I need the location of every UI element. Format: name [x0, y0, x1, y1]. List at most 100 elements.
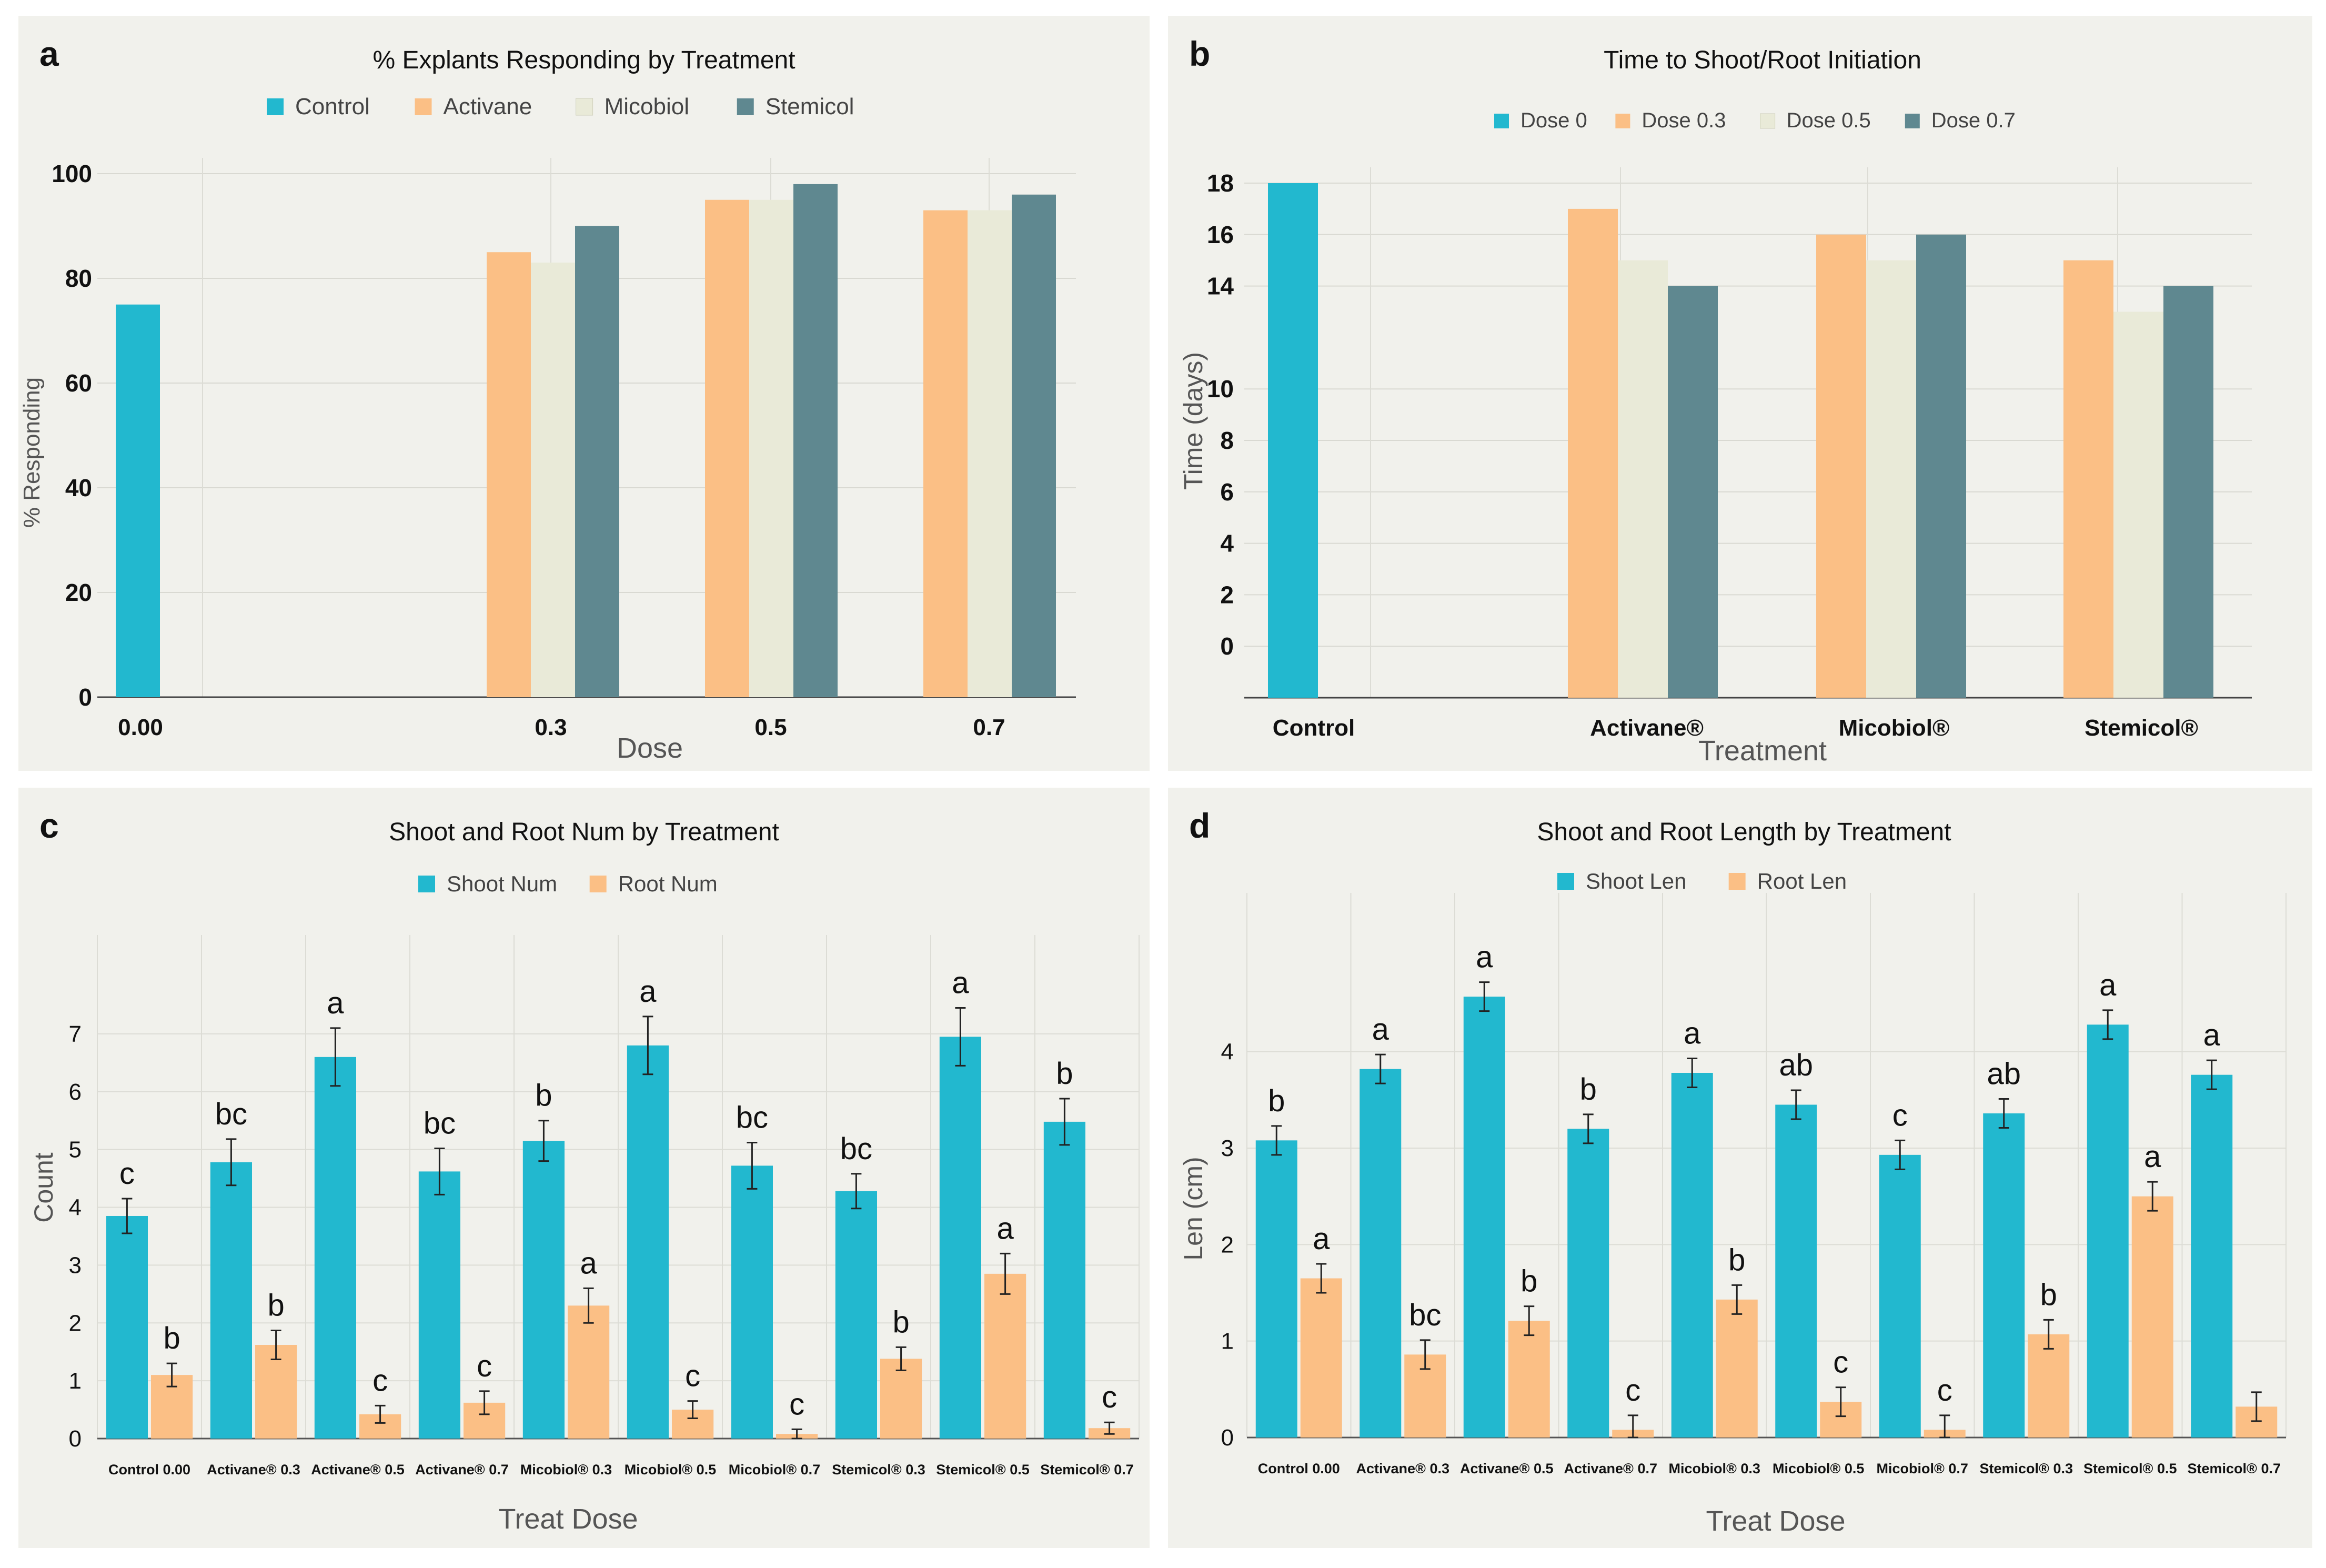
significance-letter: b [2040, 1278, 2057, 1312]
bar-micobiol-1 [531, 263, 575, 697]
x-tick-label: Micobiol® 0.7 [729, 1462, 820, 1477]
significance-letter: ab [1987, 1057, 2021, 1091]
legend-label-0: Control [295, 94, 370, 119]
significance-letter: c [119, 1157, 135, 1191]
y-tick-label: 4 [69, 1195, 82, 1221]
bar-dose-0-7-1 [1668, 286, 1718, 698]
x-tick-label: 0.00 [118, 715, 163, 740]
bar-dose-0-3-1 [1568, 208, 1618, 698]
chart-b-svg: b Time to Shoot/Root Initiation Dose 0 Dose… [1179, 34, 2252, 767]
y-tick-label: 0 [69, 1426, 82, 1452]
significance-letter: bc [424, 1106, 456, 1140]
significance-letter: b [1521, 1264, 1537, 1299]
y-tick-label: 6 [69, 1079, 82, 1105]
x-tick-label: Control 0.00 [108, 1462, 190, 1477]
legend-swatch-2 [576, 98, 593, 116]
y-axis-label: Time (days) [1179, 352, 1208, 490]
significance-letter: b [1056, 1057, 1073, 1091]
y-tick-label: 10 [1207, 375, 1234, 403]
bar-control-0 [116, 304, 160, 697]
x-tick-label: Activane® 0.5 [311, 1462, 404, 1477]
legend-label-1: Root Len [1757, 869, 1847, 893]
y-tick-label: 100 [52, 160, 92, 187]
x-axis-label: Treatment [1698, 735, 1827, 767]
significance-letter: b [1728, 1243, 1745, 1277]
y-tick-label: 0 [1220, 632, 1234, 660]
y-tick-label: 1 [69, 1368, 82, 1394]
bar-shoot-len-8 [2087, 1024, 2129, 1438]
legend-swatch-0 [1494, 114, 1509, 128]
significance-letter: c [1625, 1373, 1640, 1408]
chart-a-svg: a % Explants Responding by TreatmentContr… [19, 34, 1076, 764]
bar-dose-0-5-3 [2113, 311, 2163, 698]
significance-letter: b [163, 1321, 180, 1355]
bar-dose-0-0 [1268, 183, 1318, 698]
y-tick-label: 14 [1207, 273, 1234, 300]
x-tick-label: Micobiol® [1839, 715, 1950, 741]
significance-letter: a [2203, 1018, 2221, 1052]
bar-stemicol-2 [793, 184, 838, 697]
significance-letter: c [477, 1349, 492, 1383]
significance-letter: a [1476, 940, 1493, 974]
y-tick-label: 18 [1207, 169, 1234, 197]
y-tick-label: 3 [69, 1252, 82, 1278]
significance-letter: ab [1779, 1048, 1813, 1082]
x-tick-label: 0.5 [754, 715, 787, 740]
x-tick-label: Micobiol® 0.7 [1877, 1461, 1968, 1476]
y-tick-label: 0 [1221, 1425, 1234, 1451]
significance-letter: a [952, 966, 969, 1000]
bar-shoot-len-6 [1879, 1154, 1921, 1438]
significance-letter: b [535, 1079, 552, 1113]
x-tick-label: Activane® 0.7 [1564, 1461, 1657, 1476]
bar-shoot-num-2 [314, 1057, 356, 1439]
bar-shoot-len-2 [1463, 997, 1505, 1438]
y-axis-label: Len (cm) [1179, 1157, 1208, 1260]
significance-letter: b [892, 1305, 909, 1339]
significance-letter: c [1833, 1345, 1848, 1380]
chart-title: Shoot and Root Num by Treatment [389, 818, 779, 846]
y-tick-label: 0 [78, 684, 92, 711]
bar-root-num-1 [255, 1345, 297, 1439]
bar-shoot-len-9 [2191, 1074, 2233, 1438]
panel-letter: d [1189, 806, 1210, 845]
bar-root-len-4 [1716, 1299, 1758, 1438]
x-tick-label: Stemicol® 0.5 [2083, 1461, 2177, 1476]
bar-dose-0-5-1 [1618, 260, 1668, 698]
bar-shoot-num-6 [731, 1165, 773, 1439]
significance-letter: a [1313, 1222, 1330, 1256]
bar-activane-2 [705, 199, 749, 697]
x-axis-label: Treat Dose [1706, 1505, 1845, 1537]
significance-letter: a [1372, 1012, 1389, 1047]
significance-letter: c [685, 1359, 700, 1393]
y-tick-label: 80 [65, 265, 92, 292]
y-tick-label: 20 [65, 579, 92, 606]
legend-label-1: Root Num [618, 871, 718, 896]
y-tick-label: 60 [65, 369, 92, 397]
y-tick-label: 8 [1220, 427, 1234, 454]
bar-shoot-num-0 [106, 1215, 148, 1439]
bar-root-len-0 [1300, 1278, 1342, 1438]
bar-shoot-num-3 [418, 1171, 460, 1439]
legend-swatch-1 [589, 876, 607, 892]
panel-b-time-to-initiation: b Time to Shoot/Root Initiation Dose 0 Dose… [1168, 16, 2312, 771]
bar-dose-0-7-3 [2163, 286, 2213, 698]
bar-micobiol-2 [749, 199, 793, 697]
significance-letter: b [1580, 1072, 1597, 1107]
x-tick-label: Stemicol® 0.5 [936, 1462, 1029, 1477]
x-tick-label: Micobiol® 0.5 [1773, 1461, 1864, 1476]
bar-stemicol-1 [575, 226, 619, 697]
bar-shoot-num-4 [522, 1141, 565, 1439]
legend-label-1: Dose 0.3 [1642, 109, 1726, 132]
y-tick-label: 1 [1221, 1329, 1234, 1354]
bar-shoot-len-5 [1775, 1104, 1817, 1438]
x-tick-label: Activane® [1590, 715, 1704, 741]
bar-shoot-num-9 [1043, 1121, 1085, 1439]
panel-c-shoot-root-num: c Shoot and Root Num by Treatment Shoot Nu… [18, 788, 1150, 1548]
bar-root-num-4 [568, 1305, 610, 1439]
bar-dose-0-5-2 [1866, 260, 1916, 698]
significance-letter: a [639, 974, 657, 1009]
bar-shoot-len-4 [1671, 1073, 1713, 1438]
panel-letter: c [39, 806, 59, 845]
x-tick-label: Activane® 0.3 [207, 1462, 300, 1477]
x-tick-label: Stemicol® 0.7 [2188, 1461, 2281, 1476]
